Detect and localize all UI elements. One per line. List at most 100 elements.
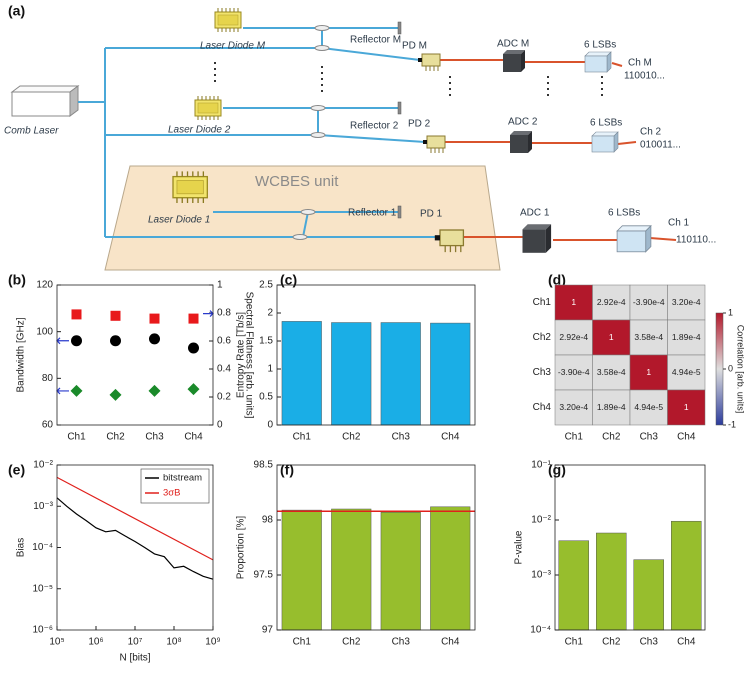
lsb-label: 6 LSBs bbox=[608, 208, 640, 219]
panel-label: (d) bbox=[548, 272, 566, 288]
x-tick-label: Ch4 bbox=[441, 637, 460, 648]
marker bbox=[71, 309, 82, 320]
diagram: (a) WCBES unit Comb Laser Laser Diode bbox=[4, 3, 716, 271]
bar bbox=[281, 509, 322, 631]
y-tick-label: 100 bbox=[36, 326, 53, 337]
bar bbox=[380, 322, 421, 426]
lsb-block bbox=[616, 225, 652, 253]
y-tick-label: 2 bbox=[267, 308, 273, 319]
bar bbox=[558, 540, 589, 631]
laser-label: Laser Diode M bbox=[200, 41, 266, 52]
bar bbox=[671, 520, 702, 631]
coupler bbox=[314, 45, 330, 51]
y-tick-label: 2.5 bbox=[259, 280, 273, 291]
y-tick-label: 10⁻² bbox=[531, 515, 551, 526]
channel-label: Ch 2 bbox=[640, 127, 662, 138]
y-tick-label: 10⁻⁴ bbox=[32, 542, 53, 553]
cell-label: 2.92e-4 bbox=[597, 297, 626, 307]
reflector-label: Reflector 2 bbox=[350, 121, 399, 132]
marker bbox=[148, 384, 161, 397]
y-tick-label: 10⁻⁴ bbox=[530, 625, 551, 636]
cell-label: 1 bbox=[609, 332, 614, 342]
heat-cell bbox=[554, 354, 593, 391]
x-tick-label: 10⁸ bbox=[166, 637, 181, 648]
cell-label: 1.89e-4 bbox=[597, 402, 626, 412]
x-tick-label: 10⁹ bbox=[205, 637, 220, 648]
plot-frame bbox=[276, 464, 476, 631]
legend-box bbox=[140, 468, 210, 504]
axis-arrow bbox=[56, 387, 69, 395]
series-line bbox=[56, 476, 214, 561]
bar bbox=[633, 559, 664, 631]
coupler bbox=[292, 234, 308, 240]
plot-frame bbox=[56, 464, 214, 631]
y-axis-label: Proportion [%] bbox=[236, 516, 247, 580]
reflector-label: Reflector 1 bbox=[348, 208, 397, 219]
y2-axis-label: Spectral Flatness [arb. units] bbox=[243, 292, 254, 419]
x-tick-label: Ch2 bbox=[342, 432, 361, 443]
y-tick-label: 10⁻² bbox=[33, 460, 53, 471]
y-tick-label: 60 bbox=[42, 420, 54, 431]
adc bbox=[503, 50, 525, 72]
axis-arrow bbox=[56, 337, 69, 345]
adc-label: ADC 1 bbox=[520, 208, 550, 219]
cell-label: 4.94e-5 bbox=[634, 402, 663, 412]
panel-label: (g) bbox=[548, 462, 566, 478]
bits: 010011... bbox=[640, 140, 681, 151]
cell-label: 1 bbox=[684, 402, 689, 412]
y-tick-label: 0.5 bbox=[259, 392, 273, 403]
bar bbox=[331, 508, 372, 631]
marker bbox=[71, 335, 82, 347]
x-tick-label: Ch2 bbox=[106, 432, 125, 443]
y-tick-label: 80 bbox=[42, 373, 54, 384]
reflector bbox=[397, 101, 402, 115]
y-tick-label: 10⁻⁶ bbox=[32, 625, 53, 636]
column-label: Ch2 bbox=[602, 432, 621, 443]
row-label: Ch3 bbox=[533, 367, 552, 378]
laser-label: Laser Diode 1 bbox=[148, 215, 210, 226]
x-tick-label: Ch3 bbox=[392, 432, 411, 443]
cell-label: 2.92e-4 bbox=[559, 332, 588, 342]
adc-label: ADC 2 bbox=[508, 117, 538, 128]
y-axis-label: Bandwidth [GHz] bbox=[16, 317, 27, 392]
ellipsis bbox=[214, 62, 603, 100]
row-label: Ch2 bbox=[533, 332, 552, 343]
panel-label: (b) bbox=[8, 272, 26, 288]
bar bbox=[430, 322, 471, 426]
x-tick-label: Ch3 bbox=[392, 637, 411, 648]
series-line bbox=[56, 497, 214, 580]
x-tick-label: 10⁷ bbox=[128, 637, 143, 648]
heat-cell bbox=[554, 319, 593, 356]
x-tick-label: Ch4 bbox=[441, 432, 460, 443]
photodiode bbox=[417, 53, 441, 72]
y-axis-label: P-value bbox=[514, 530, 525, 564]
y-axis-label: Bias bbox=[16, 538, 27, 557]
heat-cell bbox=[629, 389, 668, 426]
y-axis-label: Entropy Rate [Tb/s] bbox=[236, 312, 247, 398]
cell-label: 3.20e-4 bbox=[672, 297, 701, 307]
bar bbox=[596, 532, 627, 631]
bar bbox=[281, 321, 322, 426]
y-tick-label: 10⁻³ bbox=[531, 570, 551, 581]
channel-label: Ch 1 bbox=[668, 218, 690, 229]
x-tick-label: Ch4 bbox=[677, 637, 696, 648]
x-tick-label: Ch3 bbox=[640, 637, 659, 648]
marker bbox=[188, 342, 199, 354]
photodiode bbox=[422, 135, 446, 154]
comb-laser-side bbox=[69, 85, 79, 117]
marker bbox=[110, 335, 121, 347]
x-tick-label: Ch1 bbox=[293, 432, 312, 443]
colorbar-tick-label: -1 bbox=[728, 419, 736, 429]
marker bbox=[149, 333, 160, 345]
y2-tick-label: 1 bbox=[217, 280, 223, 291]
x-tick-label: 10⁵ bbox=[49, 637, 64, 648]
colorbar-label: Correlation [arb. units] bbox=[736, 325, 746, 414]
y-tick-label: 97.5 bbox=[254, 570, 274, 581]
cell-label: -3.90e-4 bbox=[558, 367, 590, 377]
comb-laser bbox=[11, 91, 71, 117]
pd-label: PD 1 bbox=[420, 209, 443, 220]
coupler bbox=[310, 132, 326, 138]
laser-diode bbox=[172, 170, 208, 204]
lsb-block bbox=[591, 131, 619, 153]
